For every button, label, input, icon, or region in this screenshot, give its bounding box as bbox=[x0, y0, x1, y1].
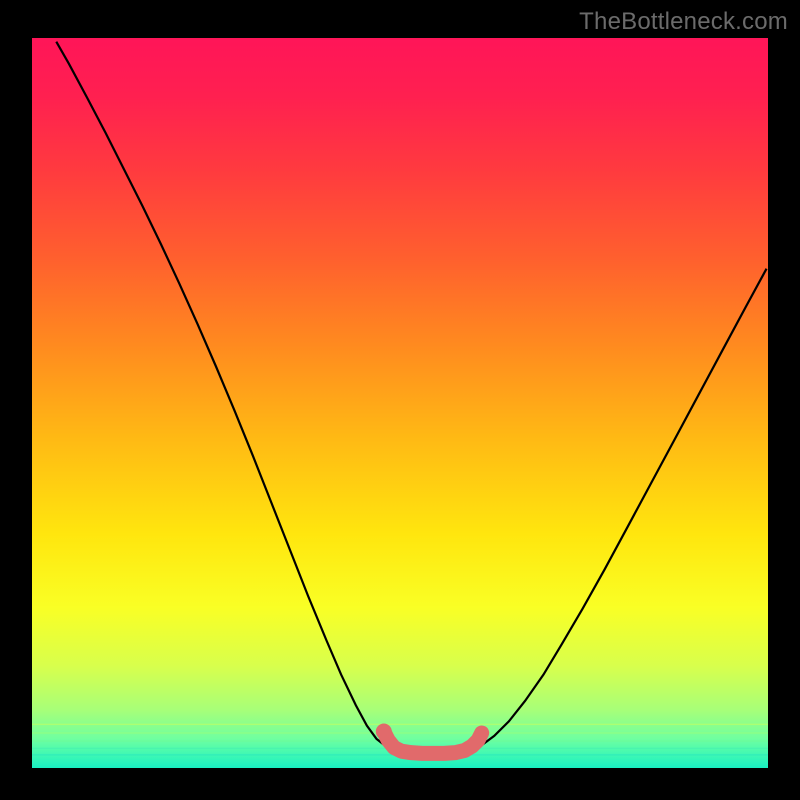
watermark-label: TheBottleneck.com bbox=[579, 8, 788, 36]
chart-frame: TheBottleneck.com bbox=[0, 0, 800, 800]
pink-overlay-marker bbox=[376, 724, 392, 740]
bottleneck-chart bbox=[0, 0, 800, 800]
plot-background bbox=[32, 38, 768, 768]
